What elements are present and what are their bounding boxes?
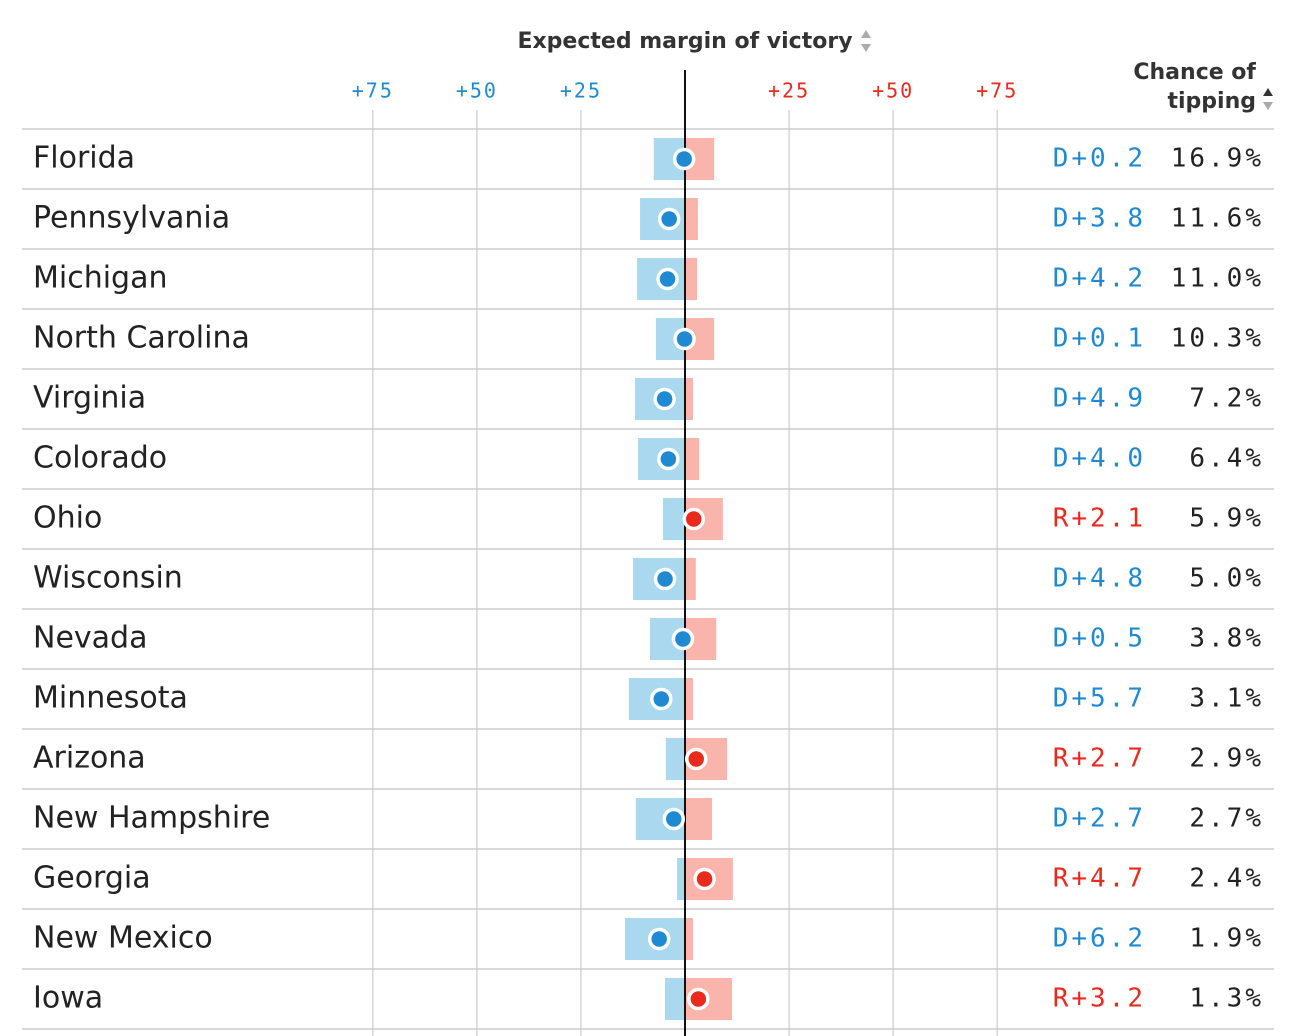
sort-icon[interactable] (861, 30, 871, 52)
margin-dot (672, 147, 696, 171)
margin-dot (653, 387, 676, 411)
margin-dot (657, 447, 680, 471)
state-name: Iowa (33, 981, 103, 1016)
margin-dot (653, 567, 677, 591)
tipping-chance: 5.9% (1189, 504, 1264, 534)
margin-label: D+0.1 (1053, 324, 1146, 354)
margin-label: R+2.1 (1053, 504, 1146, 534)
state-name: Wisconsin (33, 561, 183, 596)
x-tick-label: +25 (768, 79, 810, 103)
tipping-chance: 1.9% (1189, 924, 1264, 954)
state-name: Arizona (33, 741, 146, 776)
range-bar-dem (677, 858, 685, 900)
tipping-chance: 3.8% (1189, 624, 1264, 654)
tipping-chance: 5.0% (1189, 564, 1264, 594)
tipping-chance: 11.0% (1171, 264, 1264, 294)
state-name: Pennsylvania (33, 201, 230, 236)
tipping-chance: 11.6% (1171, 204, 1264, 234)
tipping-chance: 7.2% (1189, 384, 1264, 414)
range-bar-rep (685, 258, 698, 300)
margin-dot (650, 687, 673, 711)
state-name: Michigan (33, 261, 168, 296)
tipping-chance: 3.1% (1189, 684, 1264, 714)
margin-label: R+4.7 (1053, 864, 1146, 894)
tipping-chance: 10.3% (1171, 324, 1264, 354)
range-bar-rep (685, 918, 693, 960)
sort-icon[interactable] (1263, 88, 1273, 110)
tipping-chance: 2.9% (1189, 744, 1264, 774)
x-tick-label: +25 (560, 79, 602, 103)
range-bar-rep (685, 798, 713, 840)
margin-label: D+4.8 (1053, 564, 1146, 594)
margin-dot (684, 747, 708, 771)
margin-label: R+2.7 (1053, 744, 1146, 774)
tipping-chance: 6.4% (1189, 444, 1264, 474)
margin-label: D+3.8 (1053, 204, 1146, 234)
range-bar-dem (662, 498, 685, 540)
margin-label: D+4.0 (1053, 444, 1146, 474)
margin-label: D+2.7 (1053, 804, 1146, 834)
margin-dot (673, 327, 696, 351)
column-header: Chance of tipping election (1133, 60, 1256, 120)
state-name: New Hampshire (33, 801, 270, 836)
x-tick-label: +50 (872, 79, 914, 103)
state-name: Minnesota (33, 681, 188, 716)
range-bar-rep (685, 438, 700, 480)
margin-label: D+0.2 (1053, 144, 1146, 174)
margin-label: D+6.2 (1053, 924, 1146, 954)
state-name: Florida (33, 141, 135, 176)
range-bar-dem (665, 978, 685, 1020)
column-title: Chance of tipping election (1133, 60, 1256, 120)
state-name: Nevada (33, 621, 147, 656)
margin-dot (657, 207, 681, 231)
state-name: North Carolina (33, 321, 250, 356)
margin-label: R+3.2 (1053, 984, 1146, 1014)
range-bar-rep (685, 558, 696, 600)
range-bar-dem (665, 738, 685, 780)
state-name: New Mexico (33, 921, 213, 956)
margin-label: D+0.5 (1053, 624, 1146, 654)
margin-dot (671, 627, 695, 651)
margin-dot (656, 267, 679, 291)
state-name: Colorado (33, 441, 167, 476)
margin-dot (662, 807, 686, 831)
range-bar-rep (685, 198, 698, 240)
margin-dot (682, 507, 705, 531)
state-name: Ohio (33, 501, 102, 536)
margin-dot (693, 867, 716, 891)
state-name: Georgia (33, 861, 151, 896)
margin-label: D+4.9 (1053, 384, 1146, 414)
x-tick-label: +50 (456, 79, 498, 103)
x-tick-label: +75 (352, 79, 394, 103)
range-bar-rep (685, 378, 693, 420)
margin-label: D+4.2 (1053, 264, 1146, 294)
chart-title: Expected margin of victory (517, 29, 852, 54)
state-name: Virginia (33, 381, 146, 416)
tipping-chance: 1.3% (1189, 984, 1264, 1014)
tipping-chance: 16.9% (1171, 144, 1264, 174)
margin-dot (647, 927, 671, 951)
margin-label: D+5.7 (1053, 684, 1146, 714)
range-bar-rep (685, 678, 693, 720)
margin-dot (687, 987, 710, 1011)
x-tick-label: +75 (976, 79, 1018, 103)
tipping-chance: 2.7% (1189, 804, 1264, 834)
tipping-chance: 2.4% (1189, 864, 1264, 894)
